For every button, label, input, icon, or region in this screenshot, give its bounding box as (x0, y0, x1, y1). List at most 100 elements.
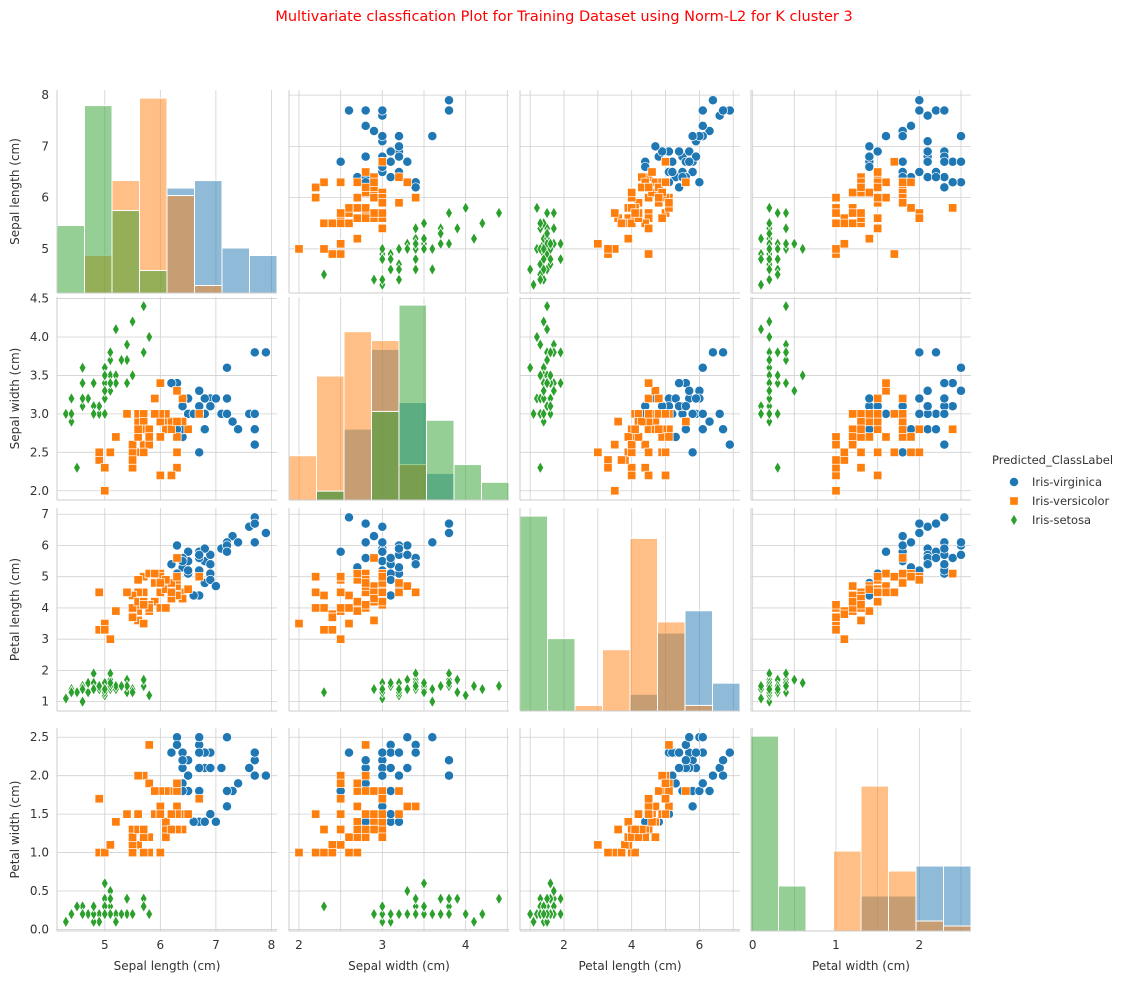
point-iris-setosa (95, 399, 104, 413)
point-iris-setosa (112, 679, 120, 693)
point-iris-versicolor (361, 213, 371, 223)
point-iris-setosa (478, 907, 487, 921)
point-iris-virginica (394, 543, 404, 554)
point-iris-setosa (543, 322, 551, 336)
point-iris-versicolor (644, 182, 654, 192)
point-iris-versicolor (948, 569, 958, 579)
point-iris-versicolor (377, 157, 387, 167)
y-tick-label: 4.5 (30, 292, 49, 306)
point-iris-setosa (67, 392, 76, 405)
point-iris-versicolor (139, 417, 149, 427)
point-iris-setosa (145, 907, 154, 921)
point-iris-versicolor (352, 832, 362, 842)
point-iris-setosa (139, 899, 148, 913)
point-iris-setosa (428, 242, 437, 256)
point-iris-setosa (320, 268, 328, 282)
point-iris-versicolor (369, 786, 379, 796)
point-iris-versicolor (914, 424, 924, 434)
point-iris-versicolor (344, 832, 354, 842)
y-tick-label: 2.0 (30, 769, 49, 783)
point-iris-versicolor (831, 193, 841, 203)
point-iris-versicolor (128, 440, 138, 450)
y-axis-label: Petal length (cm) (8, 558, 22, 661)
point-iris-versicolor (613, 417, 623, 427)
point-iris-setosa (765, 682, 774, 696)
point-iris-versicolor (657, 771, 667, 781)
plot-area (57, 97, 277, 293)
point-iris-virginica (956, 549, 966, 560)
plot-area (757, 512, 966, 709)
point-iris-setosa (89, 899, 98, 913)
x-tick-label: 7 (212, 938, 220, 952)
point-iris-versicolor (856, 182, 866, 192)
point-iris-versicolor (654, 424, 664, 434)
histogram-bar-iris-versicolor (629, 537, 658, 711)
point-iris-setosa (386, 252, 395, 266)
point-iris-virginica (335, 156, 346, 167)
point-iris-setosa (420, 876, 428, 890)
point-iris-versicolor (650, 386, 660, 396)
point-iris-setosa (145, 688, 154, 702)
point-iris-setosa (765, 227, 774, 241)
x-tick-label: 4 (628, 938, 636, 952)
point-iris-setosa (765, 242, 774, 256)
point-iris-versicolor (94, 447, 104, 457)
legend-marker-iris-virginica (1009, 477, 1019, 487)
point-iris-versicolor (128, 447, 138, 457)
point-iris-versicolor (128, 463, 138, 473)
point-iris-versicolor (172, 432, 182, 442)
point-iris-virginica (427, 537, 438, 548)
point-iris-versicolor (889, 447, 899, 457)
point-iris-versicolor (864, 417, 874, 427)
point-iris-virginica (377, 546, 388, 557)
point-iris-versicolor (133, 771, 143, 781)
point-iris-versicolor (881, 432, 891, 442)
y-tick-label: 1.0 (30, 846, 49, 860)
point-iris-virginica (939, 543, 950, 554)
point-iris-setosa (546, 252, 555, 266)
point-iris-virginica (718, 424, 729, 435)
point-iris-versicolor (155, 378, 165, 388)
point-iris-virginica (444, 528, 454, 538)
y-tick-label: 2.5 (30, 730, 49, 744)
panel-petal-length-cm-vs-petal-length-cm (519, 508, 740, 712)
point-iris-versicolor (336, 239, 346, 249)
point-iris-virginica (939, 559, 950, 570)
point-iris-virginica (194, 385, 205, 396)
point-iris-setosa (536, 368, 545, 382)
point-iris-versicolor (361, 578, 371, 588)
point-iris-setosa (420, 685, 428, 699)
histogram-bar-iris-virginica (249, 255, 277, 293)
point-iris-virginica (249, 770, 260, 781)
y-tick-label: 7 (41, 139, 49, 153)
point-iris-setosa (539, 415, 548, 429)
y-axis-label: Petal width (cm) (8, 781, 22, 879)
point-iris-setosa (403, 242, 412, 256)
point-iris-versicolor (914, 447, 924, 457)
point-iris-versicolor (856, 432, 866, 442)
point-iris-setosa (436, 892, 445, 906)
point-iris-versicolor (311, 848, 321, 858)
point-iris-setosa (420, 899, 428, 913)
point-iris-versicolor (336, 572, 346, 582)
point-iris-virginica (939, 408, 950, 419)
point-iris-versicolor (144, 432, 154, 442)
point-iris-versicolor (122, 409, 132, 419)
point-iris-virginica (377, 105, 388, 116)
point-iris-setosa (78, 376, 87, 390)
point-iris-virginica (724, 439, 735, 450)
point-iris-setosa (123, 907, 131, 921)
point-iris-virginica (227, 531, 238, 542)
point-iris-versicolor (336, 249, 346, 259)
point-iris-versicolor (128, 612, 138, 622)
point-iris-versicolor (327, 218, 337, 228)
point-iris-virginica (914, 95, 925, 106)
point-iris-versicolor (948, 424, 958, 434)
point-iris-setosa (84, 907, 92, 921)
point-iris-setosa (539, 407, 548, 421)
point-iris-virginica (444, 105, 454, 116)
point-iris-versicolor (166, 824, 176, 835)
point-iris-virginica (205, 809, 216, 820)
point-iris-setosa (411, 907, 420, 921)
